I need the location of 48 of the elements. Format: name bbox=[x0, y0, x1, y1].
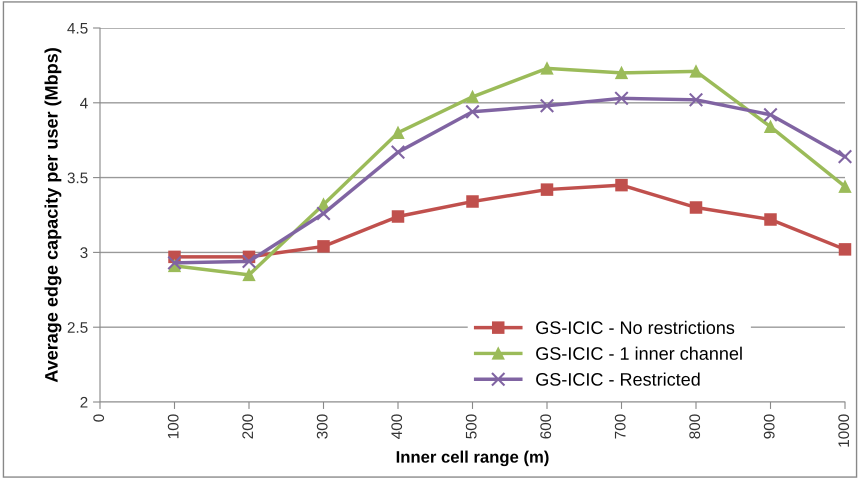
point bbox=[392, 210, 404, 223]
point bbox=[540, 62, 554, 75]
point bbox=[466, 195, 479, 208]
legend-label: GS-ICIC - No restrictions bbox=[536, 320, 734, 334]
point bbox=[764, 120, 777, 133]
point bbox=[615, 178, 628, 192]
legend-label: GS-ICIC - 1 inner channel bbox=[536, 346, 742, 360]
point bbox=[688, 92, 704, 108]
y-tick-label: 4 bbox=[80, 98, 88, 108]
point bbox=[764, 213, 777, 226]
y-tick-label: 2 bbox=[80, 396, 88, 408]
y-axis-title: Average edge capacity per user (Mbps) bbox=[44, 48, 62, 382]
point bbox=[390, 144, 406, 160]
x-tick-label: 300 bbox=[316, 414, 328, 439]
point bbox=[838, 180, 852, 193]
x-tick-label: 400 bbox=[391, 414, 402, 439]
x-tick-label: 600 bbox=[540, 414, 552, 439]
point bbox=[167, 256, 182, 270]
legend-label: GS-ICIC - Restricted bbox=[536, 372, 700, 386]
point bbox=[242, 268, 256, 282]
x-tick-label: 100 bbox=[168, 414, 179, 438]
point bbox=[392, 126, 404, 139]
point bbox=[540, 183, 554, 196]
x-tick-label: 900 bbox=[764, 414, 775, 439]
x-tick-label: 1000 bbox=[838, 414, 850, 447]
point bbox=[317, 240, 330, 253]
x-tick-label: 200 bbox=[242, 414, 254, 439]
point bbox=[465, 104, 480, 120]
y-tick-label: 3 bbox=[80, 247, 88, 258]
point bbox=[690, 201, 702, 214]
point bbox=[615, 66, 628, 80]
y-tick-label: 3.5 bbox=[68, 172, 88, 184]
x-tick-label: 800 bbox=[689, 414, 700, 439]
point bbox=[838, 149, 852, 164]
point bbox=[316, 206, 331, 221]
point bbox=[690, 65, 702, 78]
y-tick-label: 4.5 bbox=[67, 23, 88, 34]
x-axis-title: Inner cell range (m) bbox=[396, 450, 549, 466]
point bbox=[614, 91, 629, 106]
x-tick-label: 0 bbox=[93, 414, 104, 422]
point bbox=[466, 90, 479, 104]
y-tick-label: 2.5 bbox=[68, 322, 88, 333]
point bbox=[540, 98, 554, 114]
point bbox=[763, 107, 778, 122]
point bbox=[838, 243, 852, 256]
x-tick-label: 700 bbox=[614, 414, 626, 439]
x-tick-label: 500 bbox=[466, 414, 477, 439]
point bbox=[242, 254, 256, 269]
